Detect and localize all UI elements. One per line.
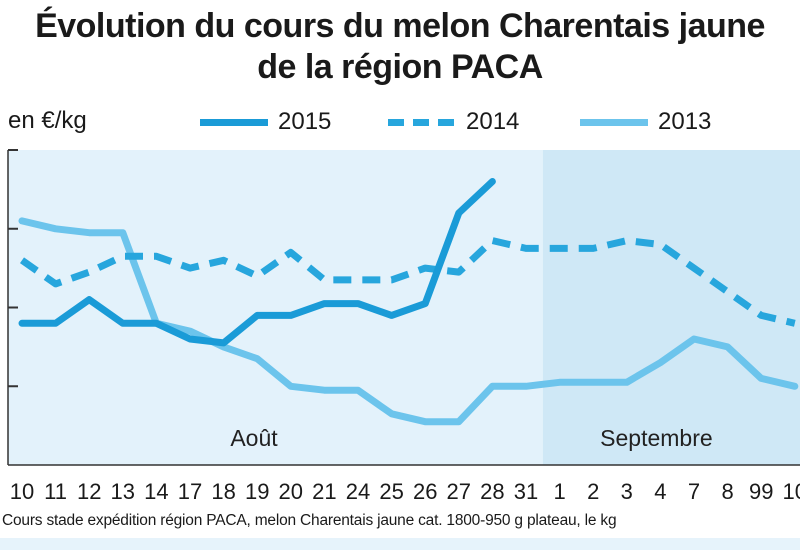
x-tick-label: 26 (413, 479, 437, 504)
x-tick-label: 4 (654, 479, 666, 504)
chart-title-line2: de la région PACA (257, 48, 543, 86)
x-tick-label: 21 (312, 479, 336, 504)
x-tick-label: 19 (245, 479, 269, 504)
x-tick-label: 10 (10, 479, 34, 504)
chart-legend: 2015 2014 2013 (0, 108, 800, 140)
legend-entry-2015: 2015 (200, 108, 331, 136)
x-tick-label: 17 (178, 479, 202, 504)
x-tick-label: 99 (749, 479, 773, 504)
x-tick-label: 31 (514, 479, 538, 504)
x-tick-label: 18 (211, 479, 235, 504)
legend-label-2013: 2013 (658, 108, 712, 135)
chart-title: Évolution du cours du melon Charentais j… (0, 6, 800, 88)
x-tick-label: 24 (346, 479, 370, 504)
series-line-2014 (19, 237, 796, 327)
x-tick-label: 20 (279, 479, 303, 504)
x-tick-label: 3 (621, 479, 633, 504)
chart-source-note: Cours stade expédition région PACA, melo… (2, 512, 617, 529)
y-axis-unit-label: en €/kg (8, 107, 87, 134)
month-label: Septembre (600, 425, 713, 451)
month-band-septembre (542, 150, 800, 465)
legend-entry-2013: 2013 (580, 108, 711, 136)
legend-swatch-2013 (580, 119, 648, 126)
legend-label-2014: 2014 (466, 108, 520, 135)
x-tick-label: 10 (783, 479, 800, 504)
x-tick-label: 11 (44, 479, 67, 504)
x-tick-label: 12 (77, 479, 101, 504)
legend-swatch-2014 (388, 119, 456, 126)
x-tick-label: 1 (553, 479, 565, 504)
legend-label-2015: 2015 (278, 108, 332, 135)
x-tick-label: 8 (721, 479, 733, 504)
month-label: Août (230, 425, 278, 451)
x-tick-label: 28 (480, 479, 504, 504)
series-line-2013 (18, 217, 799, 426)
legend-entry-2014: 2014 (388, 108, 519, 136)
x-tick-label: 7 (688, 479, 700, 504)
legend-swatch-2015 (200, 119, 268, 126)
x-tick-label: 13 (111, 479, 135, 504)
x-tick-label: 25 (379, 479, 403, 504)
chart-title-line1: Évolution du cours du melon Charentais j… (35, 7, 765, 45)
x-tick-label: 27 (447, 479, 471, 504)
bottom-strip (0, 538, 800, 550)
x-tick-label: 2 (587, 479, 599, 504)
x-tick-label: 14 (144, 479, 168, 504)
series-line-2015 (18, 178, 496, 347)
